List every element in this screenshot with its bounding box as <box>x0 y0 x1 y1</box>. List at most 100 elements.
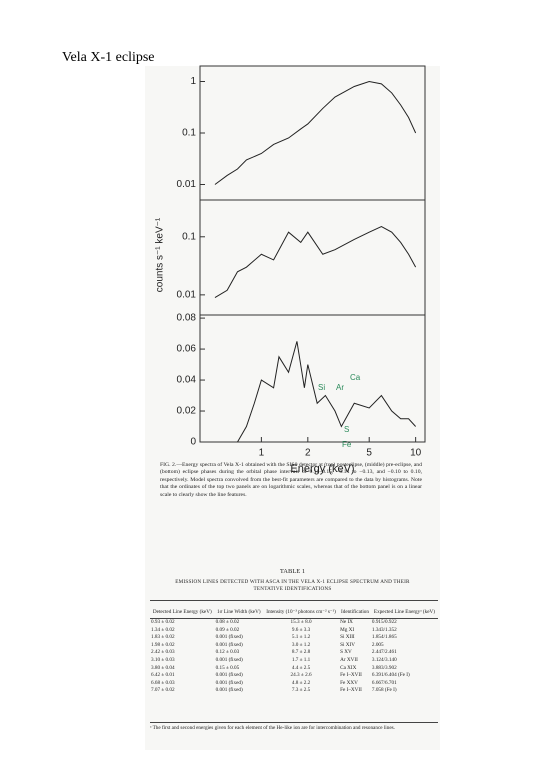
table-cell: 0.915/0.922 <box>371 619 397 625</box>
table-row: 6.42 ± 0.01 0.001 (fixed) 24.3 ± 2.6 Fe I–X… <box>150 672 438 680</box>
table-cell: 3.10 ± 0.03 <box>151 656 175 663</box>
table-cell: 0.12 ± 0.03 <box>215 649 240 656</box>
table-cell: Fe I–XVII <box>340 687 362 694</box>
figure-caption: FIG. 2.—Energy spectra of Vela X-1 obtai… <box>160 462 422 498</box>
table-row: 7.07 ± 0.02 0.001 (fixed) 7.3 ± 2.5 Fe I–XV… <box>150 687 438 695</box>
table-cell: 0.001 (fixed) <box>215 641 243 648</box>
y-tick-label: 0.01 <box>177 179 197 190</box>
scan-background <box>145 66 440 750</box>
table-cell: Ca XIX <box>340 664 357 671</box>
table-cell: 1.34 ± 0.02 <box>151 626 175 633</box>
annotation: Ca <box>350 373 361 382</box>
table-cell: 7.3 ± 2.5 <box>291 687 311 694</box>
table-cell: 3.80 ± 0.04 <box>151 664 175 671</box>
table-cell: 6.68 ± 0.03 <box>151 679 175 686</box>
column-header: Identification <box>339 600 371 619</box>
table-row: 1.98 ± 0.02 0.001 (fixed) 3.0 ± 1.2 Si XIV 2… <box>150 642 438 650</box>
y-axis-label: counts s⁻¹ keV⁻¹ <box>155 217 166 292</box>
table-cell: 1.83 ± 0.02 <box>151 634 175 641</box>
table-cell: 1.7 ± 1.1 <box>291 656 311 663</box>
table-cell: 5.1 ± 1.2 <box>291 634 311 641</box>
y-tick-label: 0.02 <box>177 406 197 417</box>
panel-frame <box>199 314 426 443</box>
x-tick-label: 10 <box>410 448 422 459</box>
table-row: 1.34 ± 0.02 0.09 ± 0.02 9.6 ± 3.3 Mg XI 1.34… <box>150 627 438 635</box>
table-cell: 3.124/3.140 <box>371 656 397 663</box>
table-cell: 6.667/6.701 <box>371 679 397 686</box>
y-tick-label: 0.04 <box>177 375 197 386</box>
table: Detected Line Energy (keV) 1σ Line Width … <box>150 600 438 695</box>
table-cell: Mg XI <box>340 626 355 633</box>
y-tick-label: 1 <box>190 76 196 87</box>
panel-frame <box>199 65 426 201</box>
table-cell: 0.001 (fixed) <box>215 679 243 686</box>
table-cell: 9.6 ± 3.3 <box>291 626 311 633</box>
table-cell: 0.08 ± 0.02 <box>215 619 240 625</box>
table-cell: 1.854/1.865 <box>371 634 397 641</box>
column-header: Intensity (10⁻³ photons cm⁻² s⁻¹) <box>263 600 340 619</box>
annotation: Si <box>318 383 325 392</box>
table-footnote: ᵃ The first and second energies given fo… <box>150 722 438 732</box>
column-header: 1σ Line Width (keV) <box>214 600 263 619</box>
table-cell: 0.93 ± 0.02 <box>151 619 175 625</box>
annotation: Fe <box>342 440 352 449</box>
table-cell: 15.3 ± 8.0 <box>290 619 312 625</box>
column-header: Detected Line Energy (keV) <box>150 600 215 619</box>
table-row: 1.83 ± 0.02 0.001 (fixed) 5.1 ± 1.2 Si XIII… <box>150 634 438 642</box>
table-cell: 0.001 (fixed) <box>215 656 243 663</box>
table-row: 0.93 ± 0.02 0.08 ± 0.02 15.3 ± 8.0 Ne IX 0.9… <box>150 619 438 627</box>
table-cell: Ar XVII <box>340 656 358 663</box>
table-cell: 0.001 (fixed) <box>215 634 243 641</box>
y-tick-label: 0.01 <box>177 290 197 301</box>
table-cell: Fe I–XVII <box>340 672 362 679</box>
annotation: S <box>344 425 349 434</box>
y-tick-label: 0.1 <box>182 128 196 139</box>
table-cell: Ne IX <box>340 619 353 625</box>
table-cell: S XV <box>340 649 352 656</box>
x-tick-label: 2 <box>305 448 311 459</box>
table-cell: Fe XXV <box>340 679 358 686</box>
table-row: 2.42 ± 0.03 0.12 ± 0.03 8.7 ± 2.8 S XV 2.447… <box>150 649 438 657</box>
spectrum-line <box>237 341 417 443</box>
table-cell: 24.3 ± 2.6 <box>290 672 312 679</box>
table-cell: Si XIII <box>340 634 355 641</box>
table-title: TABLE 1 <box>279 568 306 575</box>
y-tick-label: 0.08 <box>177 313 197 324</box>
x-axis-label: Energy (keV) <box>290 463 354 475</box>
table-row: 6.68 ± 0.03 0.001 (fixed) 4.8 ± 2.2 Fe XXV 6… <box>150 680 438 688</box>
table-cell: 0.09 ± 0.02 <box>215 626 240 633</box>
table-body: 0.93 ± 0.02 0.08 ± 0.02 15.3 ± 8.0 Ne IX 0.9… <box>150 619 438 695</box>
table-cell: 7.07 ± 0.02 <box>151 687 175 694</box>
annotation: Ar <box>336 383 344 392</box>
table-cell: 0.001 (fixed) <box>215 687 243 694</box>
table-cell: 1.343/1.352 <box>371 626 397 633</box>
table-cell: Si XIV <box>340 641 355 648</box>
y-tick-label: 0 <box>190 437 196 448</box>
table-cell: 7.058 (Fe I) <box>371 687 397 694</box>
table-cell: 3.0 ± 1.2 <box>291 641 311 648</box>
table-row: 3.10 ± 0.03 0.001 (fixed) 1.7 ± 1.1 Ar XVII… <box>150 657 438 665</box>
table-cell: 2.447/2.461 <box>371 649 397 656</box>
table-cell: 3.883/3.902 <box>371 664 397 671</box>
table-cell: 4.8 ± 2.2 <box>291 679 311 686</box>
table-cell: 6.391/6.404 (Fe I) <box>371 672 410 679</box>
table-cell: 1.98 ± 0.02 <box>151 641 175 648</box>
table-cell: 2.005 <box>371 641 384 648</box>
table-cell: 8.7 ± 2.8 <box>291 649 311 656</box>
table-subtitle: EMISSION LINES DETECTED WITH ASCA IN THE… <box>175 579 410 592</box>
table-cell: 0.001 (fixed) <box>215 672 243 679</box>
x-tick-label: 1 <box>259 448 265 459</box>
table-cell: 4.4 ± 2.5 <box>291 664 311 671</box>
y-tick-label: 0.1 <box>182 231 196 242</box>
table-cell: 2.42 ± 0.03 <box>151 649 175 656</box>
table-cell: 6.42 ± 0.01 <box>151 672 175 679</box>
x-tick-label: 5 <box>366 448 372 459</box>
page-title: Vela X-1 eclipse <box>62 50 155 65</box>
column-header: Expected Line Energyᵃ (keV) <box>370 600 438 619</box>
table-cell: 0.15 ± 0.05 <box>215 664 240 671</box>
table-row: 3.80 ± 0.04 0.15 ± 0.05 4.4 ± 2.5 Ca XIX 3.8… <box>150 665 438 673</box>
spectrum-line <box>214 226 417 298</box>
panel-frame <box>199 199 426 316</box>
